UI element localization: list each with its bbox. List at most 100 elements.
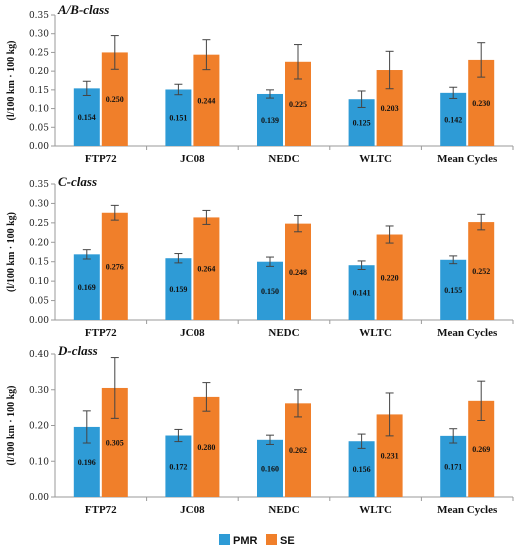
data-label: 0.269 — [472, 445, 490, 454]
data-label: 0.125 — [353, 119, 371, 128]
data-label: 0.159 — [169, 285, 187, 294]
y-tick-label: 0.10 — [29, 277, 49, 287]
data-label: 0.276 — [106, 262, 124, 271]
chart-title: C-class — [58, 174, 97, 189]
bar-se — [285, 403, 311, 497]
data-label: 0.150 — [261, 287, 279, 296]
y-tick-label: 0.40 — [29, 350, 49, 360]
data-label: 0.225 — [289, 100, 307, 109]
y-tick-label: 0.00 — [29, 493, 49, 503]
bar-se — [468, 222, 495, 320]
chart-panel-3: D-class (l/100 km · 100 kg) 0.00 0.10 0.20 0.… — [6, 343, 514, 516]
category-label: JC08 — [180, 327, 205, 339]
data-label: 0.151 — [169, 114, 187, 123]
data-label: 0.220 — [381, 273, 399, 282]
category-label: WLTC — [359, 153, 392, 165]
bar-se — [376, 234, 403, 320]
data-label: 0.156 — [353, 465, 371, 474]
category-label: FTP72 — [85, 153, 117, 165]
data-label: 0.142 — [444, 115, 462, 124]
chart-title: D-class — [57, 343, 98, 358]
data-label: 0.252 — [472, 267, 490, 276]
data-label: 0.171 — [444, 462, 462, 471]
y-tick-label: 0.25 — [29, 219, 49, 229]
data-label: 0.169 — [78, 283, 96, 292]
bar-se — [101, 212, 128, 320]
bar-pmr — [73, 254, 100, 320]
chart-title: A/B-class — [57, 2, 109, 17]
y-tick-label: 0.00 — [29, 142, 49, 152]
data-label: 0.262 — [289, 446, 307, 455]
y-tick-label: 0.35 — [29, 11, 49, 21]
category-label: NEDC — [268, 327, 299, 339]
y-tick-label: 0.05 — [29, 123, 49, 133]
data-label: 0.244 — [197, 96, 215, 105]
y-axis-label: (l/100 km · 100 kg) — [6, 40, 17, 120]
data-label: 0.248 — [289, 268, 307, 277]
bar-pmr — [440, 259, 467, 320]
bar-pmr — [440, 92, 467, 146]
bar-pmr — [257, 439, 283, 497]
bar-pmr — [165, 89, 192, 146]
y-tick-label: 0.30 — [29, 386, 49, 396]
category-label: WLTC — [359, 504, 392, 516]
legend-label-pmr: PMR — [233, 535, 258, 547]
bar-se — [193, 217, 220, 320]
legend-label-se: SE — [280, 535, 295, 547]
y-tick-label: 0.25 — [29, 48, 49, 58]
data-label: 0.160 — [261, 464, 279, 473]
category-label: WLTC — [359, 327, 392, 339]
legend: PMR SE — [219, 534, 295, 547]
data-label: 0.250 — [106, 95, 124, 104]
bar-pmr — [257, 93, 283, 146]
bar-pmr — [348, 441, 375, 497]
y-axis-label: (l/100 km · 100 kg) — [6, 212, 17, 292]
data-label: 0.280 — [197, 443, 215, 452]
category-label: Mean Cycles — [437, 153, 498, 165]
category-label: JC08 — [180, 504, 205, 516]
category-label: FTP72 — [85, 327, 117, 339]
y-tick-label: 0.10 — [29, 105, 49, 115]
legend-swatch-se — [266, 534, 277, 545]
y-tick-label: 0.10 — [29, 457, 49, 467]
data-label: 0.155 — [444, 286, 462, 295]
bar-se — [285, 223, 311, 320]
category-label: JC08 — [180, 153, 205, 165]
chart-panel-2: C-class (l/100 km · 100 kg) 0.00 0.05 0.10 0.… — [6, 174, 514, 339]
data-label: 0.154 — [78, 113, 96, 122]
data-label: 0.203 — [381, 104, 399, 113]
bar-pmr — [165, 435, 192, 497]
data-label: 0.264 — [197, 265, 215, 274]
data-label: 0.172 — [169, 462, 187, 471]
data-label: 0.196 — [78, 458, 96, 467]
category-label: Mean Cycles — [437, 504, 498, 516]
bar-pmr — [165, 258, 192, 320]
legend-swatch-pmr — [219, 534, 230, 545]
y-tick-label: 0.00 — [29, 316, 49, 326]
y-tick-label: 0.15 — [29, 258, 49, 268]
y-tick-label: 0.15 — [29, 86, 49, 96]
bar-se — [193, 396, 220, 497]
category-label: NEDC — [268, 504, 299, 516]
bar-pmr — [348, 265, 375, 320]
y-tick-label: 0.20 — [29, 67, 49, 77]
data-label: 0.141 — [353, 289, 371, 298]
y-tick-label: 0.20 — [29, 238, 49, 248]
y-axis-label: (l/100 km · 100 kg) — [6, 385, 17, 465]
category-label: Mean Cycles — [437, 327, 498, 339]
data-label: 0.230 — [472, 99, 490, 108]
y-tick-label: 0.35 — [29, 180, 49, 190]
y-tick-label: 0.20 — [29, 422, 49, 432]
chart-panel-1: A/B-class (l/100 km · 100 kg) 0.00 0.05 0.10… — [6, 2, 514, 165]
bar-pmr — [257, 261, 283, 320]
category-label: NEDC — [268, 153, 299, 165]
y-tick-label: 0.05 — [29, 297, 49, 307]
y-tick-label: 0.30 — [29, 30, 49, 40]
data-label: 0.305 — [106, 438, 124, 447]
bar-pmr — [73, 88, 100, 146]
bar-pmr — [440, 435, 467, 497]
data-label: 0.139 — [261, 116, 279, 125]
data-label: 0.231 — [381, 452, 399, 461]
category-label: FTP72 — [85, 504, 117, 516]
